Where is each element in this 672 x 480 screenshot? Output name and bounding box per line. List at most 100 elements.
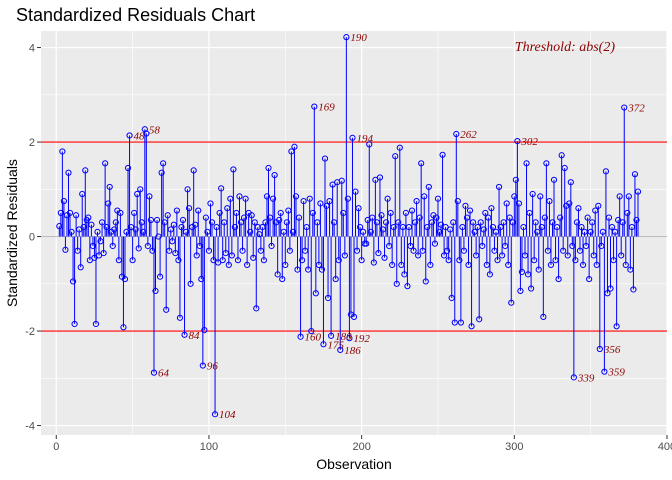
residual-point: [260, 257, 268, 264]
y-tick-label: 0: [29, 232, 35, 244]
residual-point: [156, 273, 164, 280]
residual-point: [62, 246, 69, 253]
residual-point: [575, 205, 582, 212]
residual-point: [497, 223, 504, 231]
residual-point: [576, 247, 584, 254]
residual-point: [514, 137, 521, 145]
residual-point: [285, 207, 292, 214]
residual-point: [121, 275, 129, 283]
residual-point: [105, 200, 112, 207]
residual-point: [425, 183, 432, 191]
threshold-annotation: Threshold: abs(2): [515, 40, 616, 55]
residual-point: [473, 252, 480, 259]
residual-point: [584, 214, 591, 221]
residual-point: [152, 287, 159, 294]
outlier-label: 175: [327, 339, 344, 351]
residual-point: [419, 247, 426, 254]
residual-point: [294, 266, 301, 273]
residual-point: [427, 261, 434, 268]
residual-point: [445, 257, 452, 264]
residual-point: [211, 411, 219, 418]
residual-point: [480, 226, 487, 233]
residual-point: [474, 223, 481, 231]
residual-point: [625, 193, 632, 200]
residual-point: [593, 261, 600, 268]
residual-point: [352, 188, 359, 195]
residual-point: [239, 247, 246, 254]
y-tick-label: 4: [29, 43, 35, 55]
residual-point: [630, 286, 637, 293]
residual-point: [199, 362, 206, 369]
residual-point: [248, 212, 255, 219]
residual-point: [102, 160, 109, 167]
residual-point: [303, 223, 310, 231]
x-tick-label: 400: [658, 441, 672, 453]
residual-point: [567, 179, 574, 186]
residual-point: [587, 228, 594, 235]
residual-point: [479, 242, 486, 250]
residual-point: [227, 195, 234, 202]
outlier-label: 84: [189, 330, 201, 342]
residual-point: [262, 219, 269, 226]
residual-point: [399, 223, 406, 231]
residual-point: [477, 219, 484, 226]
residual-point: [295, 214, 303, 221]
residual-point: [592, 207, 599, 214]
residual-point: [369, 214, 376, 221]
residual-point: [350, 313, 358, 320]
residual-point: [317, 200, 324, 207]
residual-point: [109, 242, 116, 250]
residual-point: [616, 193, 623, 200]
residual-point: [138, 219, 145, 226]
residual-point: [173, 207, 180, 214]
residual-point: [375, 249, 382, 257]
residual-point: [517, 287, 524, 294]
residual-point: [407, 242, 414, 250]
residual-point: [282, 261, 289, 268]
residual-point: [213, 223, 220, 231]
residual-point: [413, 198, 420, 205]
residual-point: [476, 316, 483, 323]
residual-point: [277, 209, 284, 217]
residual-point: [396, 144, 403, 151]
residual-point: [149, 247, 156, 254]
residual-point: [499, 252, 506, 259]
residual-point: [312, 290, 319, 297]
residual-point: [88, 221, 95, 228]
outlier-label: 186: [344, 345, 361, 357]
residual-point: [79, 190, 86, 198]
residual-point: [535, 266, 542, 273]
residual-point: [231, 223, 239, 231]
residual-point: [207, 200, 214, 207]
residual-point: [170, 221, 177, 228]
residual-point: [457, 319, 464, 326]
residual-point: [134, 190, 141, 198]
residual-point: [315, 261, 322, 268]
residual-point: [92, 320, 100, 328]
residual-point: [569, 242, 576, 250]
residual-point: [550, 176, 558, 183]
residual-point: [619, 219, 626, 226]
residual-point: [447, 226, 454, 233]
residual-point: [508, 299, 515, 306]
residual-point: [566, 200, 573, 207]
residual-point: [505, 261, 512, 268]
residual-point: [160, 160, 167, 167]
x-tick-label: 0: [53, 441, 59, 453]
residual-point: [175, 257, 182, 264]
residual-point: [124, 164, 132, 172]
residual-point: [561, 164, 568, 172]
residual-point: [415, 252, 422, 259]
residual-point: [634, 188, 642, 195]
residual-point: [280, 228, 287, 235]
outlier-label: 372: [627, 103, 645, 115]
residual-point: [59, 148, 66, 155]
residual-point: [331, 219, 338, 226]
residual-point: [263, 193, 271, 200]
residual-point: [314, 219, 321, 226]
residual-point: [547, 261, 555, 268]
residual-point: [305, 266, 312, 273]
residual-point: [71, 320, 78, 328]
residual-point: [129, 257, 136, 264]
outlier-label: 190: [350, 32, 367, 44]
